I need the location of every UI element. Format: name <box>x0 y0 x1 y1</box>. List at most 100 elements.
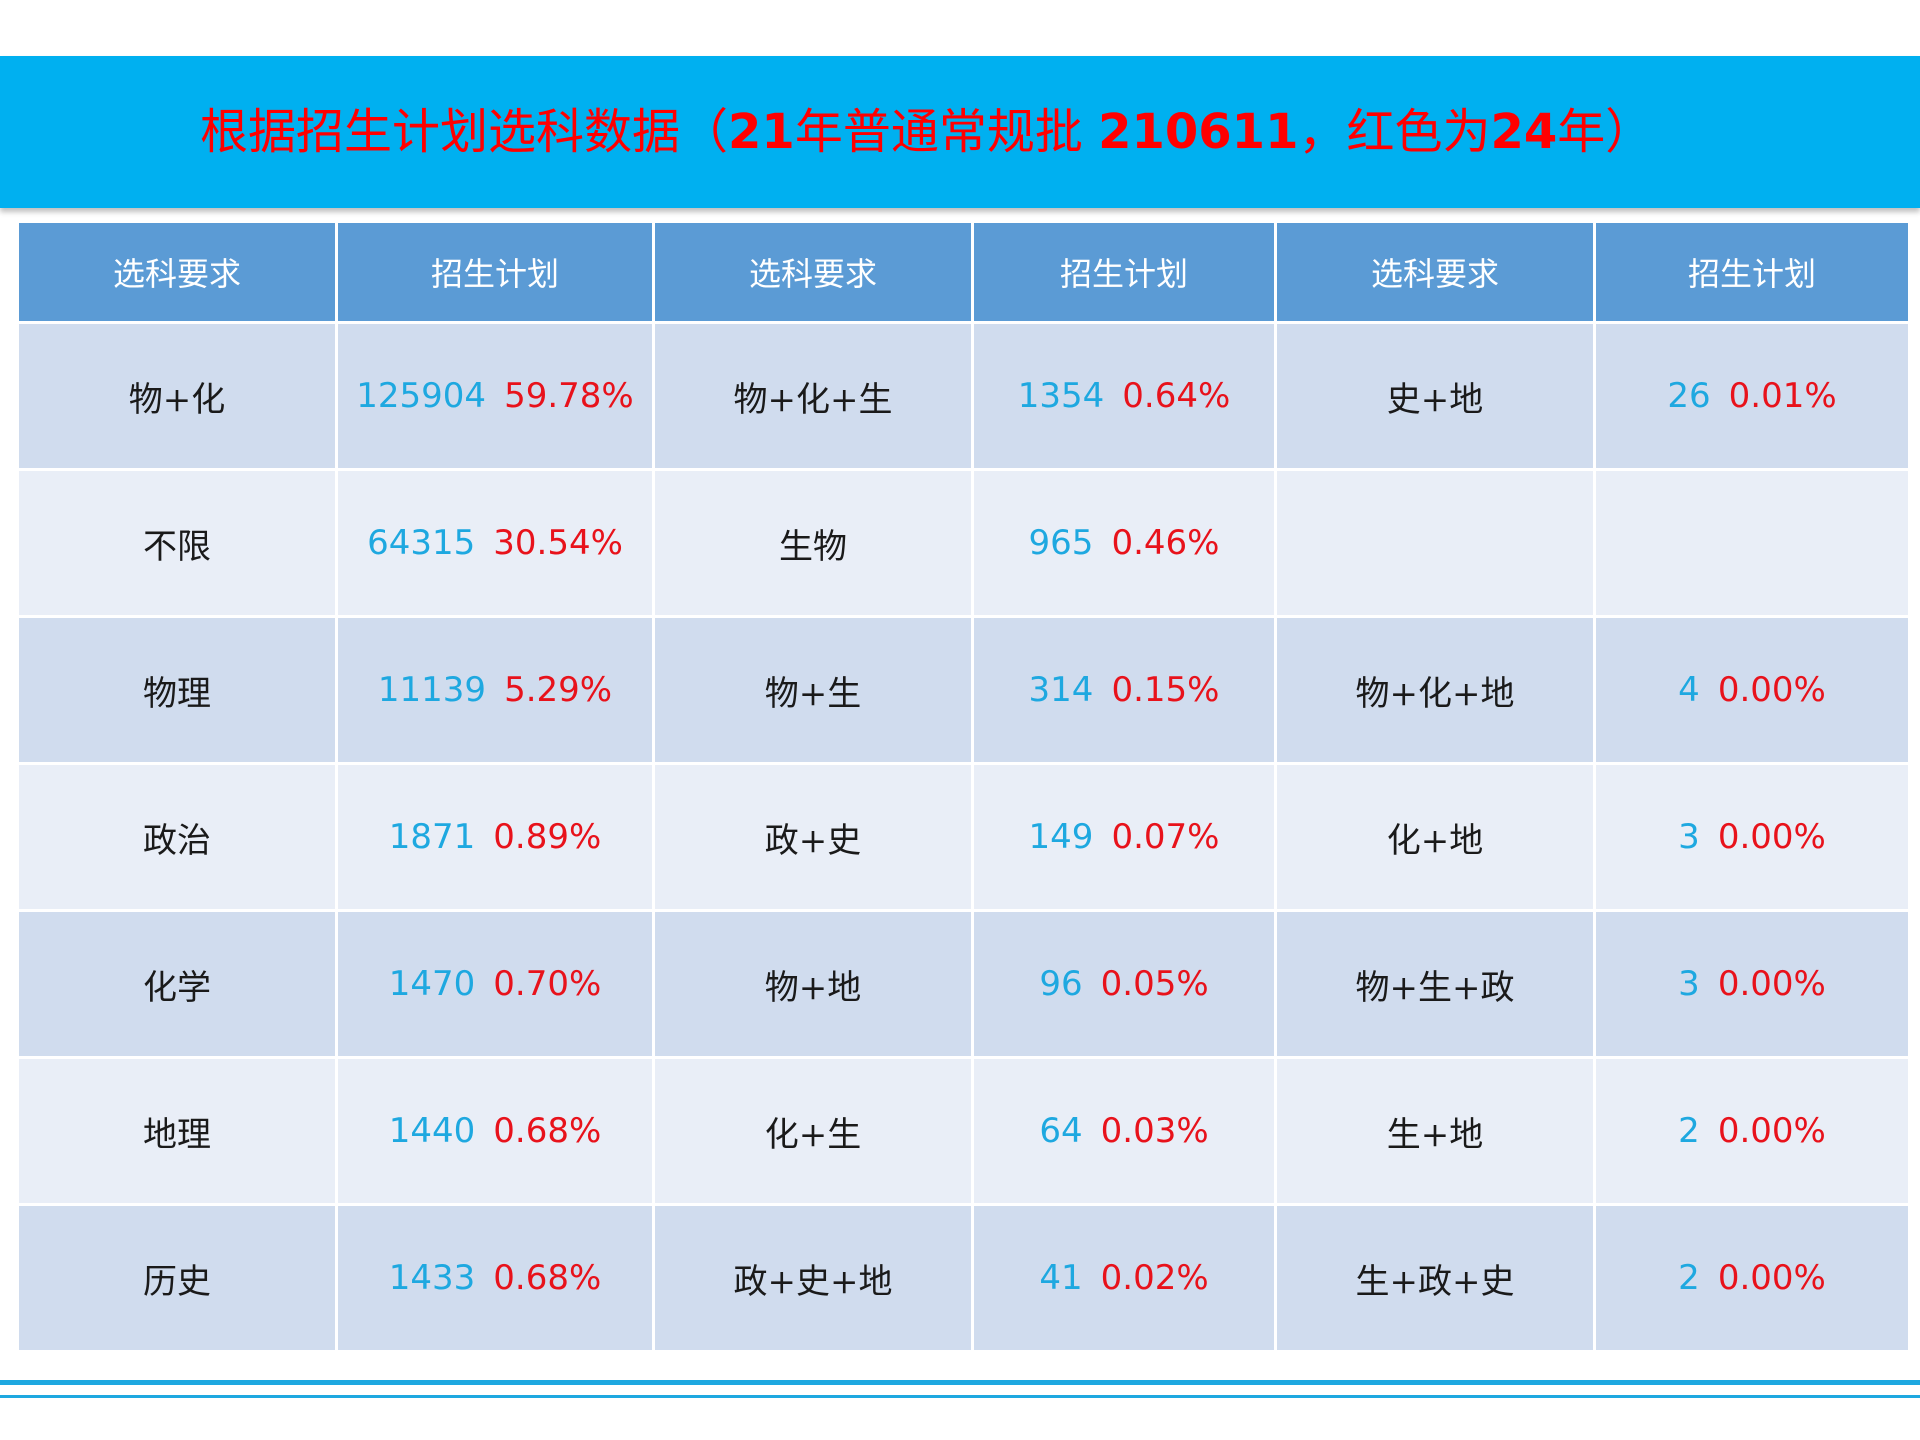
subject-requirement: 化+地 <box>1274 762 1596 912</box>
plan-percent: 5.29% <box>504 670 613 710</box>
plan-cell: 1470 0.70% <box>335 909 655 1059</box>
subject-requirement: 政治 <box>16 762 338 912</box>
plan-cell <box>1593 468 1911 618</box>
table-row: 物+化 125904 59.78% 物+化+生 1354 0.64% 史+地 26 0… <box>16 321 1911 471</box>
subject-requirement: 物理 <box>16 615 338 765</box>
subject-requirement <box>1274 468 1596 618</box>
page-title: 根据招生计划选科数据（21年普通常规批 210611，红色为24年） <box>200 56 1653 208</box>
table-row: 化学 1470 0.70% 物+地 96 0.05% 物+生+政 3 0.00% <box>16 909 1911 1059</box>
plan-cell: 125904 59.78% <box>335 321 655 471</box>
plan-count: 1433 <box>388 1258 476 1298</box>
title-seg4: 210611 <box>1098 104 1299 160</box>
plan-cell: 1871 0.89% <box>335 762 655 912</box>
header-cell: 选科要求 <box>16 220 338 324</box>
plan-count: 3 <box>1678 817 1700 857</box>
title-seg7: 年） <box>1557 104 1654 160</box>
plan-percent: 0.00% <box>1717 670 1826 710</box>
plan-percent: 0.00% <box>1717 1111 1826 1151</box>
table-row: 历史 1433 0.68% 政+史+地 41 0.02% 生+政+史 2 0.00% <box>16 1203 1911 1353</box>
plan-percent: 0.03% <box>1100 1111 1209 1151</box>
subject-requirement: 史+地 <box>1274 321 1596 471</box>
plan-percent: 0.89% <box>493 817 602 857</box>
plan-cell: 3 0.00% <box>1593 909 1911 1059</box>
subject-requirement: 生+政+史 <box>1274 1203 1596 1353</box>
subject-requirement: 物+化+地 <box>1274 615 1596 765</box>
plan-count: 64315 <box>367 523 476 563</box>
header-cell: 选科要求 <box>1274 220 1596 324</box>
plan-percent: 0.00% <box>1717 1258 1826 1298</box>
plan-cell: 4 0.00% <box>1593 615 1911 765</box>
plan-percent: 0.64% <box>1122 376 1231 416</box>
plan-count: 3 <box>1678 964 1700 1004</box>
plan-percent: 0.00% <box>1717 817 1826 857</box>
plan-cell: 96 0.05% <box>971 909 1277 1059</box>
plan-cell: 965 0.46% <box>971 468 1277 618</box>
title-seg6: 24 <box>1490 104 1558 160</box>
plan-cell: 1433 0.68% <box>335 1203 655 1353</box>
plan-count: 41 <box>1039 1258 1083 1298</box>
plan-percent: 0.68% <box>493 1258 602 1298</box>
subject-requirement: 物+生+政 <box>1274 909 1596 1059</box>
plan-cell: 1440 0.68% <box>335 1056 655 1206</box>
plan-cell: 2 0.00% <box>1593 1203 1911 1353</box>
table-row: 物理 11139 5.29% 物+生 314 0.15% 物+化+地 4 0.00% <box>16 615 1911 765</box>
title-banner: 根据招生计划选科数据（21年普通常规批 210611，红色为24年） <box>0 56 1920 208</box>
bottom-divider <box>0 1380 1920 1385</box>
plan-cell: 64315 30.54% <box>335 468 655 618</box>
title-seg3: 年普通常规批 <box>794 104 1099 160</box>
plan-count: 64 <box>1039 1111 1083 1151</box>
plan-percent: 0.00% <box>1717 964 1826 1004</box>
plan-percent: 0.07% <box>1111 817 1220 857</box>
plan-cell: 1354 0.64% <box>971 321 1277 471</box>
plan-cell: 314 0.15% <box>971 615 1277 765</box>
plan-percent: 0.46% <box>1111 523 1220 563</box>
plan-count: 96 <box>1039 964 1083 1004</box>
header-cell: 招生计划 <box>335 220 655 324</box>
subject-requirement: 物+化 <box>16 321 338 471</box>
plan-percent: 0.01% <box>1728 376 1837 416</box>
title-seg5: ，红色为 <box>1298 104 1491 160</box>
plan-cell: 11139 5.29% <box>335 615 655 765</box>
plan-count: 149 <box>1028 817 1094 857</box>
subject-requirement: 地理 <box>16 1056 338 1206</box>
table-row: 政治 1871 0.89% 政+史 149 0.07% 化+地 3 0.00% <box>16 762 1911 912</box>
subject-requirement: 生物 <box>652 468 974 618</box>
plan-cell: 2 0.00% <box>1593 1056 1911 1206</box>
subject-requirement: 生+地 <box>1274 1056 1596 1206</box>
plan-cell: 149 0.07% <box>971 762 1277 912</box>
subject-requirement: 物+地 <box>652 909 974 1059</box>
header-row: 选科要求 招生计划 选科要求 招生计划 选科要求 招生计划 <box>16 220 1911 324</box>
plan-cell: 64 0.03% <box>971 1056 1277 1206</box>
plan-cell: 3 0.00% <box>1593 762 1911 912</box>
header-cell: 选科要求 <box>652 220 974 324</box>
plan-count: 1470 <box>388 964 476 1004</box>
plan-count: 26 <box>1667 376 1711 416</box>
table-row: 不限 64315 30.54% 生物 965 0.46% <box>16 468 1911 618</box>
header-cell: 招生计划 <box>1593 220 1911 324</box>
plan-count: 1354 <box>1017 376 1105 416</box>
plan-count: 1871 <box>388 817 476 857</box>
plan-count: 4 <box>1678 670 1700 710</box>
plan-percent: 59.78% <box>504 376 634 416</box>
plan-count: 965 <box>1028 523 1094 563</box>
enrollment-table: 选科要求 招生计划 选科要求 招生计划 选科要求 招生计划 物+化 125904… <box>16 220 1911 1353</box>
plan-percent: 0.70% <box>493 964 602 1004</box>
plan-cell: 26 0.01% <box>1593 321 1911 471</box>
plan-count: 2 <box>1678 1111 1700 1151</box>
plan-count: 1440 <box>388 1111 476 1151</box>
plan-count: 314 <box>1028 670 1094 710</box>
bottom-divider <box>0 1395 1920 1398</box>
subject-requirement: 物+化+生 <box>652 321 974 471</box>
subject-requirement: 物+生 <box>652 615 974 765</box>
subject-requirement: 历史 <box>16 1203 338 1353</box>
plan-percent: 0.15% <box>1111 670 1220 710</box>
plan-count: 125904 <box>356 376 487 416</box>
plan-count: 2 <box>1678 1258 1700 1298</box>
plan-percent: 30.54% <box>493 523 623 563</box>
plan-count: 11139 <box>377 670 487 710</box>
table-row: 地理 1440 0.68% 化+生 64 0.03% 生+地 2 0.00% <box>16 1056 1911 1206</box>
header-cell: 招生计划 <box>971 220 1277 324</box>
plan-cell: 41 0.02% <box>971 1203 1277 1353</box>
subject-requirement: 政+史+地 <box>652 1203 974 1353</box>
plan-percent: 0.02% <box>1100 1258 1209 1298</box>
